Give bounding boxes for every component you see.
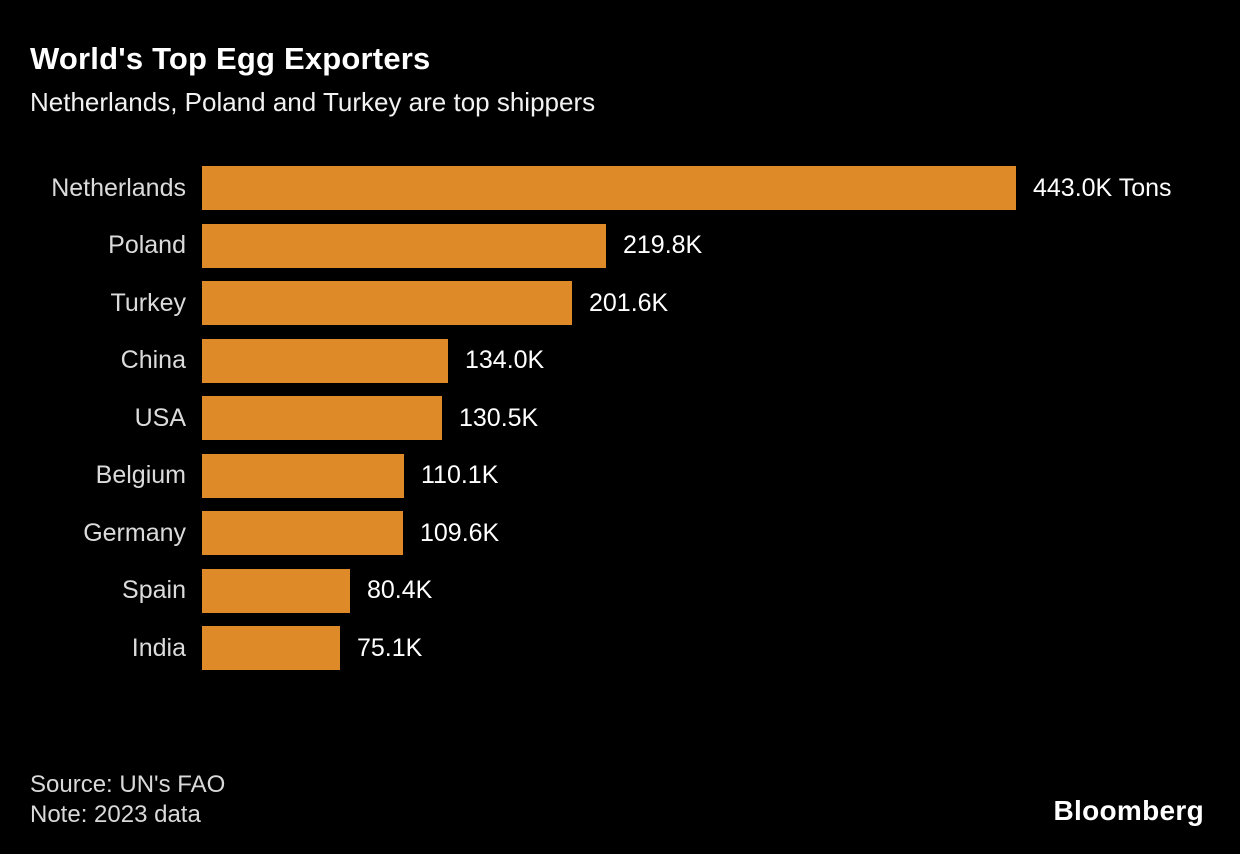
category-label: India	[131, 633, 186, 662]
bar-row: China 134.0K	[0, 338, 1240, 383]
bar-row: Turkey 201.6K	[0, 281, 1240, 325]
data-note: Note: 2023 data	[30, 801, 201, 828]
chart-header: World's Top Egg Exporters Netherlands, P…	[30, 41, 596, 117]
bar	[202, 166, 1016, 210]
bar-row: Netherlands 443.0K Tons	[0, 166, 1240, 210]
bar-row: Spain 80.4K	[0, 568, 1240, 613]
value-label: 201.6K	[589, 288, 669, 317]
value-label: 443.0K Tons	[1033, 173, 1172, 202]
value-label: 110.1K	[421, 461, 499, 489]
value-label: 130.5K	[459, 403, 539, 432]
category-label: Germany	[83, 518, 186, 547]
bar	[202, 338, 448, 383]
bar	[202, 626, 340, 670]
chart-subtitle: Netherlands, Poland and Turkey are top s…	[30, 87, 596, 117]
bar-row: USA 130.5K	[0, 396, 1240, 440]
value-label: 75.1K	[357, 633, 423, 662]
category-label: Poland	[108, 231, 186, 259]
bloomberg-logo: Bloomberg	[1053, 795, 1204, 826]
category-label: Belgium	[95, 461, 186, 489]
category-label: USA	[134, 403, 186, 432]
bar-row: Belgium 110.1K	[0, 453, 1240, 498]
category-label: Netherlands	[51, 173, 186, 202]
category-label: China	[120, 346, 186, 374]
value-label: 219.8K	[623, 231, 703, 259]
bar-row: India 75.1K	[0, 626, 1240, 670]
value-label: 109.6K	[420, 518, 500, 547]
source-note: Source: UN's FAO	[30, 771, 226, 798]
chart-title: World's Top Egg Exporters	[30, 41, 431, 76]
bar	[202, 223, 606, 268]
value-label: 134.0K	[465, 346, 545, 374]
bar	[202, 511, 403, 555]
bar	[202, 281, 572, 325]
category-label: Turkey	[110, 288, 186, 317]
bar-chart: Netherlands 443.0K Tons Poland 219.8K Turkey…	[0, 166, 1240, 670]
bar	[202, 396, 442, 440]
bar-row: Poland 219.8K	[0, 223, 1240, 268]
chart-footer: Source: UN's FAO Note: 2023 data	[30, 770, 225, 830]
value-label: 80.4K	[367, 576, 433, 604]
bar-row: Germany 109.6K	[0, 511, 1240, 555]
category-label: Spain	[122, 576, 186, 604]
bar	[202, 453, 404, 498]
bar	[202, 568, 350, 613]
